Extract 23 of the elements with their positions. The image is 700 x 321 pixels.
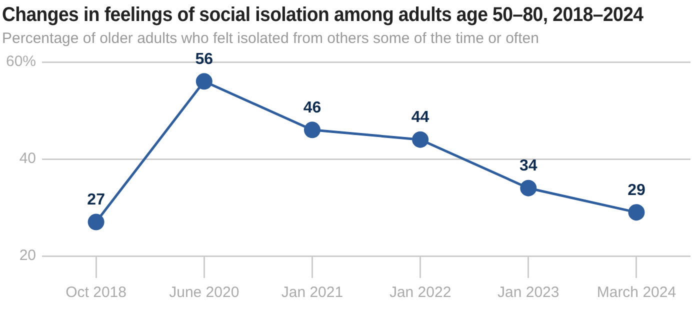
- data-label: 34: [519, 158, 538, 175]
- point: [628, 204, 645, 221]
- x-tick-label: Oct 2018: [66, 284, 126, 302]
- x-tick-label: June 2020: [169, 284, 240, 302]
- x-tick-label: Jan 2022: [389, 284, 452, 302]
- point: [88, 214, 104, 230]
- chart-subtitle: Percentage of older adults who felt isolated from others some of the time or often: [2, 30, 540, 47]
- y-tick-label: 40: [19, 150, 36, 168]
- x-tick-label: Jan 2021: [281, 284, 344, 302]
- data-label: 29: [628, 182, 646, 199]
- y-tick-label: 60%: [6, 53, 36, 70]
- point: [412, 131, 429, 148]
- data-label: 44: [411, 109, 430, 126]
- point: [520, 180, 537, 196]
- x-tick-label: March 2024: [596, 284, 676, 302]
- data-label: 56: [195, 50, 214, 68]
- y-tick-label: 20: [19, 247, 36, 264]
- point: [196, 73, 212, 90]
- chart-title: Changes in feelings of social isolation among adults age 50–80, 2018–2024: [2, 4, 644, 27]
- point: [304, 122, 320, 138]
- data-label: 46: [303, 99, 322, 116]
- x-tick-label: Jan 2023: [498, 284, 560, 302]
- data-label: 27: [87, 191, 106, 208]
